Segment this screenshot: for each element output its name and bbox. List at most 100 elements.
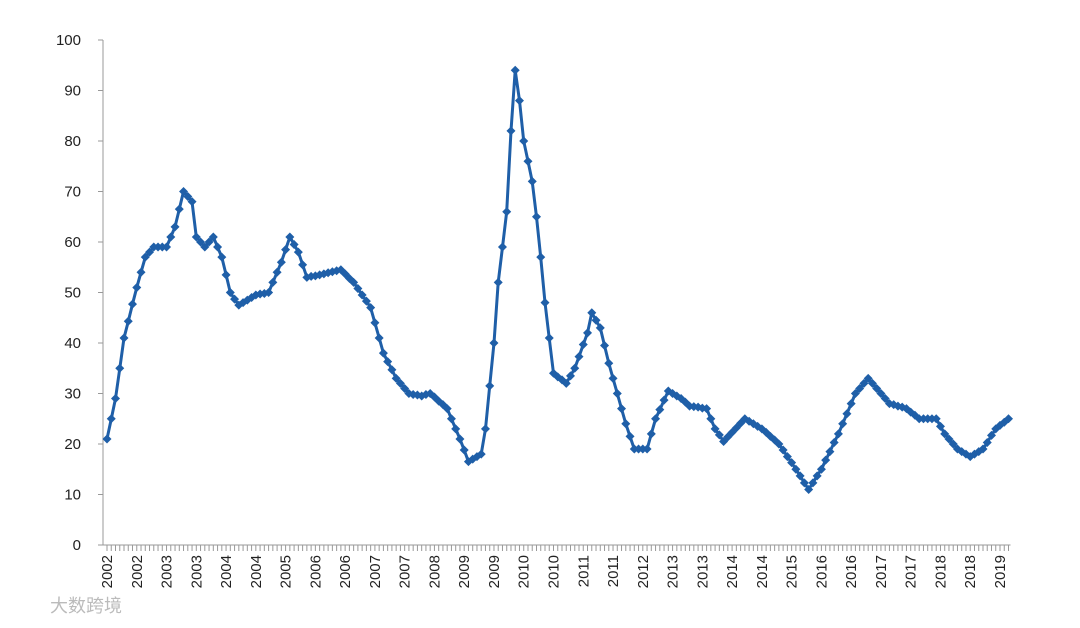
x-tick-label: 2011 <box>575 555 592 587</box>
marker <box>293 247 303 257</box>
marker <box>821 455 831 465</box>
x-tick-label: 2015 <box>784 555 801 588</box>
x-tick-label: 2014 <box>724 555 741 588</box>
marker <box>787 458 797 468</box>
marker <box>982 437 992 447</box>
marker <box>395 378 405 388</box>
marker <box>600 341 610 351</box>
marker <box>829 437 839 447</box>
marker <box>132 282 142 292</box>
x-tick-label: 2016 <box>843 555 860 588</box>
marker <box>480 424 490 434</box>
marker <box>191 232 201 242</box>
marker <box>455 434 465 444</box>
marker <box>544 333 554 343</box>
marker <box>106 414 116 424</box>
marker <box>944 434 954 444</box>
marker <box>247 293 257 303</box>
marker <box>497 242 507 252</box>
marker <box>863 373 873 383</box>
marker <box>264 288 274 297</box>
x-tick-label: 2009 <box>456 555 473 588</box>
marker <box>289 240 299 250</box>
marker <box>510 65 520 75</box>
marker <box>225 288 235 297</box>
marker <box>646 429 656 439</box>
marker <box>702 404 712 414</box>
marker <box>795 471 805 481</box>
marker <box>378 348 388 358</box>
marker <box>591 315 601 325</box>
marker <box>208 232 218 242</box>
marker <box>574 352 584 362</box>
marker <box>587 308 597 318</box>
marker <box>281 245 291 255</box>
x-tick-label: 2007 <box>397 555 414 588</box>
marker <box>617 404 627 414</box>
marker <box>111 394 121 404</box>
marker <box>867 378 877 388</box>
x-tick-label: 2013 <box>665 555 682 588</box>
marker <box>523 156 533 166</box>
line <box>105 68 1010 491</box>
marker <box>595 323 605 333</box>
marker <box>361 296 371 306</box>
marker <box>940 429 950 439</box>
marker <box>782 452 792 462</box>
marker <box>651 414 661 424</box>
x-tick-label: 2014 <box>754 555 771 588</box>
x-tick-label: 2003 <box>188 555 205 588</box>
x-tick-label: 2002 <box>129 555 146 588</box>
x-tick-label: 2003 <box>159 555 176 588</box>
x-tick-label: 2008 <box>426 555 443 588</box>
marker <box>519 136 529 146</box>
marker <box>714 430 724 440</box>
x-tick-label: 2013 <box>694 555 711 588</box>
marker <box>174 204 184 214</box>
marker <box>374 333 384 343</box>
marker <box>502 207 512 217</box>
x-tick-label: 2005 <box>278 555 295 588</box>
marker <box>136 267 146 277</box>
marker <box>846 399 856 409</box>
marker <box>140 252 150 262</box>
y-tick-label: 30 <box>64 386 81 403</box>
y-tick-label: 100 <box>56 32 81 49</box>
marker <box>655 405 665 415</box>
marker <box>825 447 835 457</box>
marker <box>527 176 537 186</box>
marker <box>200 242 210 252</box>
marker <box>625 431 635 441</box>
marker <box>808 478 818 488</box>
marker <box>642 444 652 454</box>
marker <box>370 318 380 328</box>
y-tick-label: 20 <box>64 436 81 453</box>
x-tick-label: 2017 <box>873 555 890 588</box>
marker <box>816 464 826 474</box>
marker <box>349 277 359 287</box>
y-tick-label: 60 <box>64 234 81 251</box>
y-tick-label: 70 <box>64 184 81 201</box>
marker <box>931 414 941 424</box>
x-tick-label: 2004 <box>218 555 235 588</box>
marker <box>706 414 716 424</box>
marker <box>221 270 231 280</box>
marker <box>570 363 580 373</box>
marker <box>217 252 227 262</box>
marker <box>850 389 860 398</box>
marker <box>659 395 669 405</box>
marker <box>128 299 138 309</box>
x-tick-label: 2019 <box>992 555 1009 588</box>
marker <box>102 434 112 444</box>
marker <box>298 260 308 270</box>
marker <box>366 303 376 313</box>
marker <box>391 373 401 383</box>
x-tick-label: 2018 <box>962 555 979 588</box>
marker <box>578 340 588 350</box>
marker <box>710 424 720 434</box>
marker <box>935 421 945 431</box>
x-tick-label: 2002 <box>99 555 116 588</box>
marker <box>204 237 214 247</box>
marker <box>442 404 452 414</box>
